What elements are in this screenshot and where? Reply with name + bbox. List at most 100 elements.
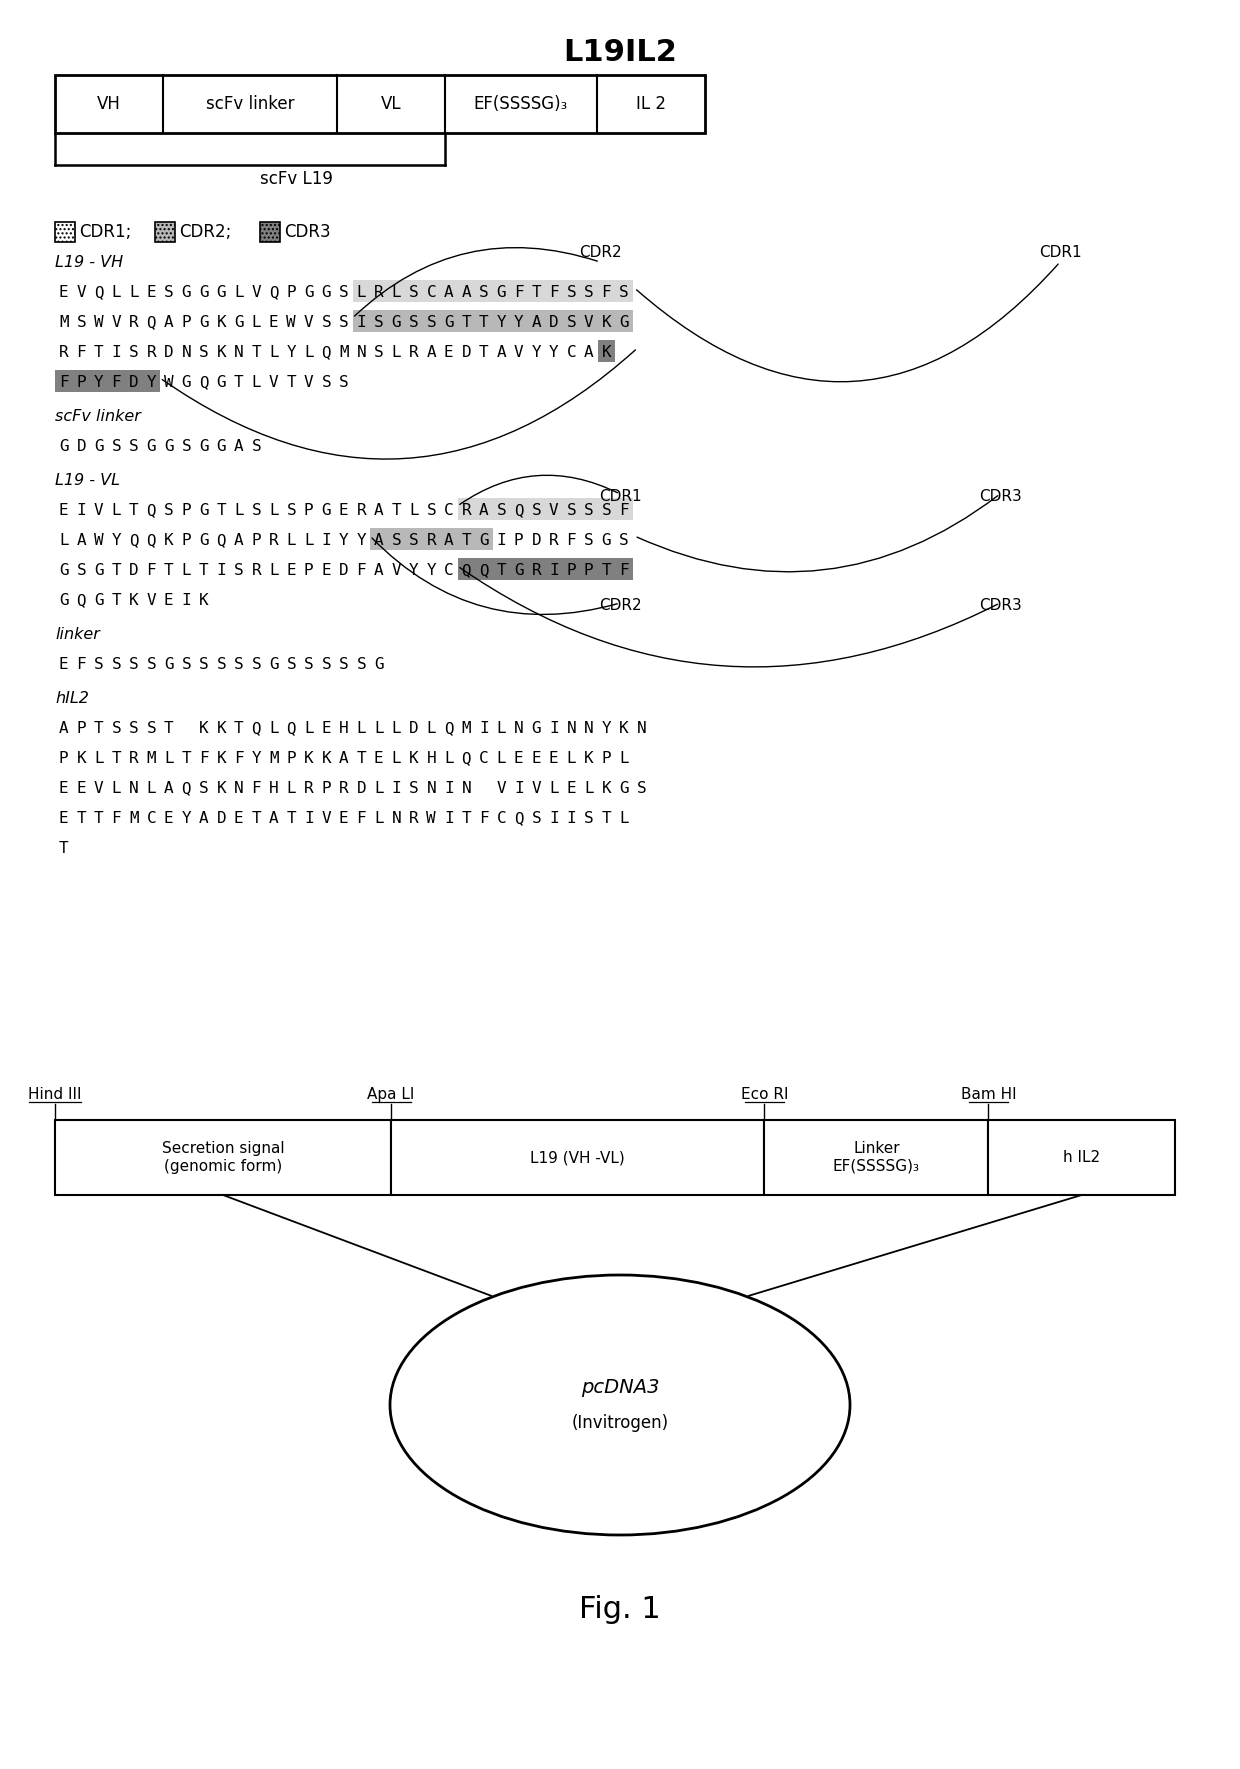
Text: G: G — [496, 285, 506, 301]
Text: R: R — [146, 345, 156, 361]
Text: G: G — [94, 593, 104, 609]
Text: L: L — [304, 345, 314, 361]
Text: E: E — [513, 752, 523, 766]
Text: G: G — [619, 780, 629, 796]
Text: S: S — [112, 722, 122, 736]
Text: S: S — [146, 656, 156, 672]
Text: P: P — [584, 563, 594, 578]
Text: P: P — [304, 563, 314, 578]
Text: L: L — [252, 315, 262, 331]
Text: G: G — [94, 563, 104, 578]
Text: L: L — [619, 752, 629, 766]
Text: VL: VL — [381, 96, 402, 113]
Text: S: S — [286, 502, 296, 518]
Text: S: S — [409, 285, 419, 301]
Bar — [352, 280, 632, 302]
Text: A: A — [234, 439, 243, 455]
Text: F: F — [549, 285, 558, 301]
Text: CDR1;: CDR1; — [79, 223, 131, 241]
Text: M: M — [129, 810, 139, 826]
Text: R: R — [129, 752, 139, 766]
Text: V: V — [77, 285, 86, 301]
Text: S: S — [252, 656, 262, 672]
Text: A: A — [444, 532, 454, 548]
Text: D: D — [129, 563, 139, 578]
Text: Q: Q — [94, 285, 104, 301]
Text: S: S — [427, 502, 436, 518]
Text: G: G — [60, 439, 68, 455]
Text: V: V — [304, 375, 314, 389]
Text: T: T — [129, 502, 139, 518]
Text: Q: Q — [77, 593, 86, 609]
Text: T: T — [252, 345, 262, 361]
Text: Bam HI: Bam HI — [961, 1086, 1016, 1102]
Text: P: P — [181, 502, 191, 518]
Text: F: F — [198, 752, 208, 766]
Text: G: G — [601, 532, 611, 548]
Text: W: W — [94, 532, 104, 548]
Text: S: S — [479, 285, 489, 301]
Text: D: D — [164, 345, 174, 361]
Bar — [391, 1120, 764, 1196]
Text: L19 (VH -VL): L19 (VH -VL) — [531, 1150, 625, 1166]
Text: E: E — [234, 810, 243, 826]
Text: F: F — [619, 563, 629, 578]
Text: A: A — [269, 810, 279, 826]
Text: S: S — [77, 315, 86, 331]
Bar — [370, 527, 492, 550]
Text: E: E — [164, 810, 174, 826]
Text: S: S — [198, 345, 208, 361]
Bar — [458, 499, 632, 520]
Text: K: K — [129, 593, 139, 609]
Text: M: M — [60, 315, 68, 331]
Text: S: S — [409, 780, 419, 796]
Text: M: M — [269, 752, 279, 766]
Text: A: A — [374, 532, 383, 548]
Text: E: E — [60, 285, 68, 301]
Text: L: L — [129, 285, 139, 301]
Text: E: E — [321, 722, 331, 736]
Text: CDR1: CDR1 — [599, 488, 641, 504]
Text: CDR1: CDR1 — [1039, 244, 1081, 260]
Text: CDR2: CDR2 — [599, 598, 641, 614]
Text: E: E — [164, 593, 174, 609]
Text: Y: Y — [181, 810, 191, 826]
Text: S: S — [356, 656, 366, 672]
Text: Q: Q — [146, 315, 156, 331]
Text: F: F — [356, 810, 366, 826]
Text: I: I — [356, 315, 366, 331]
Text: D: D — [129, 375, 139, 389]
Text: Y: Y — [94, 375, 104, 389]
Text: E: E — [60, 656, 68, 672]
Text: G: G — [164, 439, 174, 455]
Text: L: L — [567, 752, 577, 766]
Text: S: S — [567, 315, 577, 331]
Text: T: T — [181, 752, 191, 766]
Text: V: V — [146, 593, 156, 609]
Text: L: L — [304, 722, 314, 736]
Text: I: I — [181, 593, 191, 609]
Text: S: S — [339, 285, 348, 301]
Text: L: L — [112, 780, 122, 796]
Text: L: L — [549, 780, 558, 796]
Text: F: F — [112, 810, 122, 826]
Text: G: G — [198, 502, 208, 518]
Text: T: T — [601, 810, 611, 826]
Text: I: I — [567, 810, 577, 826]
Text: S: S — [252, 502, 262, 518]
Text: C: C — [496, 810, 506, 826]
Text: L: L — [356, 722, 366, 736]
Text: S: S — [198, 656, 208, 672]
Text: A: A — [479, 502, 489, 518]
Text: S: S — [181, 439, 191, 455]
Bar — [55, 1120, 391, 1196]
Text: Q: Q — [286, 722, 296, 736]
Text: E: E — [60, 502, 68, 518]
Text: W: W — [286, 315, 296, 331]
Text: Q: Q — [479, 563, 489, 578]
Text: C: C — [567, 345, 577, 361]
Text: L: L — [392, 752, 401, 766]
Text: N: N — [636, 722, 646, 736]
Text: K: K — [321, 752, 331, 766]
Text: T: T — [94, 810, 104, 826]
